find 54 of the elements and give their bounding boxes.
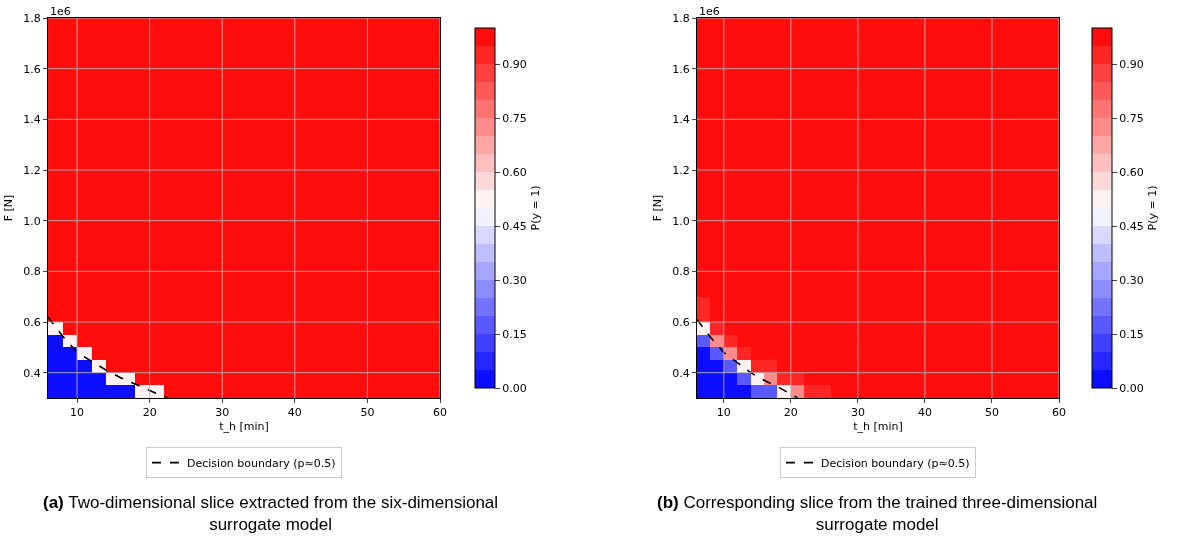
y-tick-label: 0.8 bbox=[672, 265, 690, 279]
x-tick-label: 20 bbox=[783, 406, 798, 420]
x-tick-label: 30 bbox=[215, 406, 230, 420]
text: 1e6 bbox=[50, 5, 71, 18]
y-tick-label: 0.8 bbox=[23, 265, 41, 279]
x-tick-label: 60 bbox=[433, 406, 447, 420]
y-axis-title: F [N] bbox=[650, 194, 664, 222]
y-tick-label: 1.6 bbox=[672, 62, 690, 76]
text: 1e6 bbox=[699, 5, 720, 18]
y-tick-label: 1.4 bbox=[23, 113, 41, 127]
color-bar-label: 0.15 bbox=[1119, 327, 1144, 341]
y-tick-label: 1.2 bbox=[23, 163, 41, 177]
y-tick-label: 1.6 bbox=[23, 62, 41, 76]
x-tick-label: 30 bbox=[850, 406, 865, 420]
color-bar-label: 0.60 bbox=[502, 165, 527, 179]
y-tick-label: 1.8 bbox=[23, 11, 41, 25]
color-bar-label: 0.15 bbox=[502, 327, 527, 341]
color-bar-title: P(y = 1) bbox=[528, 185, 542, 231]
color-bar-label: 0.60 bbox=[1119, 165, 1144, 179]
color-bar-label: 0.00 bbox=[502, 381, 527, 395]
color-bar-label: 0.45 bbox=[502, 219, 527, 233]
x-tick-label: 40 bbox=[287, 406, 302, 420]
y-tick-label: 0.4 bbox=[23, 366, 41, 380]
text: (b) Corresponding slice from the trained three-dimensional surrogate model bbox=[657, 493, 1098, 535]
y-tick-label: 0.6 bbox=[23, 315, 41, 329]
y-tick-label: 1.2 bbox=[672, 163, 690, 177]
x-axis-title: t_h [min] bbox=[853, 420, 903, 434]
color-bar-label: 0.30 bbox=[502, 273, 527, 287]
y-axis-title: F [N] bbox=[1, 194, 15, 222]
color-bar-label: 0.75 bbox=[1119, 111, 1144, 125]
legend-label: Decision boundary (p≈0.5) bbox=[821, 456, 970, 470]
color-bar-title: P(y = 1) bbox=[1145, 185, 1159, 231]
x-tick-label: 50 bbox=[984, 406, 999, 420]
color-bar-label: 0.90 bbox=[1119, 57, 1144, 71]
y-tick-label: 0.6 bbox=[672, 315, 690, 329]
y-tick-label: 0.4 bbox=[672, 366, 690, 380]
y-tick-label: 1.0 bbox=[23, 214, 41, 228]
x-tick-label: 10 bbox=[70, 406, 85, 420]
y-tick-label: 1.8 bbox=[672, 11, 690, 25]
color-bar-label: 0.30 bbox=[1119, 273, 1144, 287]
color-bar-label: 0.75 bbox=[502, 111, 527, 125]
color-bar-label: 0.45 bbox=[1119, 219, 1144, 233]
y-tick-label: 1.0 bbox=[672, 214, 690, 228]
color-bar-label: 0.00 bbox=[1119, 381, 1144, 395]
legend-label: Decision boundary (p≈0.5) bbox=[187, 456, 336, 470]
text: (a) Two-dimensional slice extracted from the six-dimensional surrogate model bbox=[43, 493, 499, 535]
x-tick-label: 50 bbox=[360, 406, 375, 420]
x-tick-label: 60 bbox=[1052, 406, 1066, 420]
color-bar-label: 0.90 bbox=[502, 57, 527, 71]
x-tick-label: 10 bbox=[716, 406, 731, 420]
x-axis-title: t_h [min] bbox=[219, 420, 269, 434]
y-tick-label: 1.4 bbox=[672, 113, 690, 127]
x-tick-label: 20 bbox=[142, 406, 157, 420]
x-tick-label: 40 bbox=[917, 406, 932, 420]
